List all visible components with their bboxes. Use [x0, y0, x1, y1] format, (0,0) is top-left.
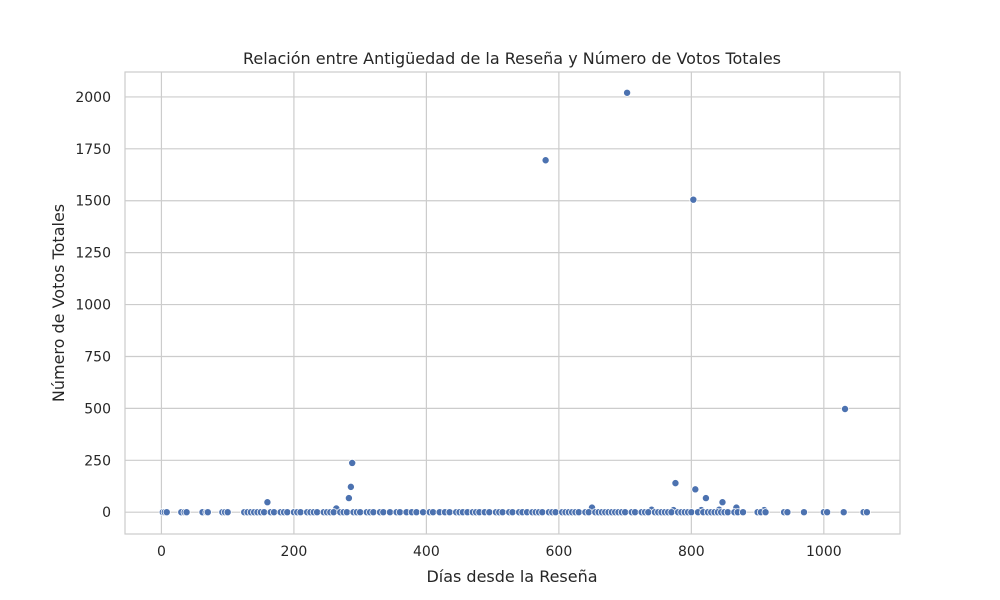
scatter-point: [346, 482, 355, 491]
scatter-point: [718, 498, 727, 507]
scatter-point: [485, 508, 494, 517]
scatter-point: [644, 508, 653, 517]
x-tick-label: 200: [281, 544, 308, 560]
scatter-point: [260, 508, 269, 517]
scatter-point: [203, 508, 212, 517]
scatter-point: [508, 508, 517, 517]
scatter-point: [356, 508, 365, 517]
scatter-point: [379, 508, 388, 517]
scatter-point: [631, 508, 640, 517]
scatter-point: [839, 508, 848, 517]
scatter-point: [862, 508, 871, 517]
scatter-point: [419, 508, 428, 517]
scatter-point: [429, 508, 438, 517]
scatter-point: [739, 508, 748, 517]
scatter-point: [541, 156, 550, 165]
y-tick-label: 1000: [75, 298, 111, 314]
x-tick-label: 600: [546, 544, 573, 560]
scatter-point: [687, 508, 696, 517]
grid: [125, 72, 900, 534]
scatter-point: [263, 498, 272, 507]
scatter-point: [182, 508, 191, 517]
scatter-point: [667, 508, 676, 517]
scatter-point: [621, 508, 630, 517]
y-tick-label: 1250: [75, 246, 111, 262]
scatter-point: [283, 508, 292, 517]
y-tick-label: 1750: [75, 142, 111, 158]
scatter-point: [412, 508, 421, 517]
scatter-point: [783, 508, 792, 517]
scatter-point: [799, 508, 808, 517]
y-tick-label: 1500: [75, 194, 111, 210]
scatter-point: [344, 494, 353, 503]
scatter-point: [689, 195, 698, 204]
scatter-point: [342, 508, 351, 517]
y-axis-label: Número de Votos Totales: [49, 204, 68, 402]
x-axis-label: Días desde la Reseña: [426, 567, 597, 586]
scatter-point: [551, 508, 560, 517]
x-tick-label: 0: [157, 544, 166, 560]
scatter-point: [296, 508, 305, 517]
scatter-point: [841, 405, 850, 414]
y-tick-label: 500: [84, 401, 111, 417]
scatter-point: [329, 508, 338, 517]
data-points: [158, 88, 871, 517]
scatter-point: [270, 508, 279, 517]
scatter-point: [369, 508, 378, 517]
scatter-point: [671, 479, 680, 488]
scatter-point: [348, 458, 357, 467]
scatter-point: [498, 508, 507, 517]
scatter-point: [584, 508, 593, 517]
scatter-point: [701, 494, 710, 503]
plot-area-frame: [124, 71, 901, 535]
y-tick-label: 2000: [75, 90, 111, 106]
scatter-point: [761, 508, 770, 517]
y-tick-label: 750: [84, 349, 111, 365]
scatter-point: [723, 508, 732, 517]
scatter-point: [538, 508, 547, 517]
scatter-point: [623, 88, 632, 97]
y-tick-label: 0: [102, 505, 111, 521]
scatter-point: [691, 485, 700, 494]
scatter-point: [385, 508, 394, 517]
scatter-point: [574, 508, 583, 517]
scatter-point: [223, 508, 232, 517]
chart-title: Relación entre Antigüedad de la Reseña y…: [243, 49, 781, 68]
scatter-point: [162, 508, 171, 517]
scatter-point: [313, 508, 322, 517]
y-axis-ticks: 0 250 500 750 1000 1250 1500 1750 2000: [75, 90, 111, 521]
x-tick-label: 800: [678, 544, 705, 560]
x-tick-label: 400: [413, 544, 440, 560]
scatter-point: [823, 508, 832, 517]
y-tick-label: 250: [84, 453, 111, 469]
x-tick-label: 1000: [806, 544, 842, 560]
x-axis-ticks: 0 200 400 600 800 1000: [157, 544, 842, 560]
scatter-point: [445, 508, 454, 517]
scatter-point: [395, 508, 404, 517]
